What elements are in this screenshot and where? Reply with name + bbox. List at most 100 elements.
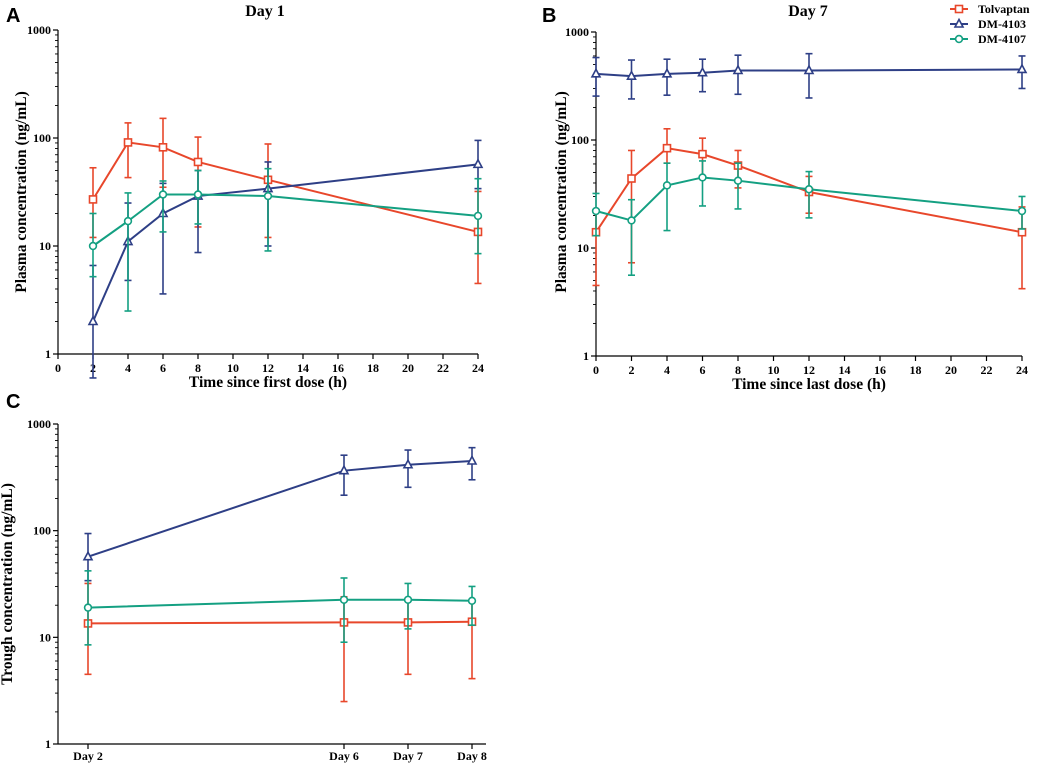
series-line: [87, 598, 473, 609]
series-dm-4107: [88, 167, 483, 312]
series-line: [92, 141, 479, 233]
x-tick-label: 0: [55, 361, 61, 375]
data-point: [263, 191, 273, 201]
x-tick-label: 16: [874, 363, 886, 377]
y-axis-label: Trough concentration (ng/mL): [0, 483, 16, 685]
panel-label-b: B: [542, 5, 556, 27]
x-tick-label: 6: [160, 361, 166, 375]
legend-label: DM-4103: [978, 17, 1026, 31]
data-point: [158, 143, 168, 152]
data-point: [403, 595, 413, 604]
x-tick-label: Day 6: [329, 749, 359, 763]
x-tick-label: 6: [700, 363, 706, 377]
x-tick-label: 4: [664, 363, 670, 377]
x-tick-label: 14: [297, 361, 309, 375]
data-point: [1017, 206, 1027, 216]
panel-label-a: A: [6, 5, 20, 27]
data-point: [339, 595, 349, 604]
data-point: [87, 315, 99, 326]
y-tick-label: 1: [45, 347, 51, 361]
x-tick-label: 24: [472, 361, 484, 375]
x-tick-label: 18: [367, 361, 379, 375]
y-tick-label: 1: [45, 737, 51, 751]
panel-title: Day 7: [788, 3, 828, 20]
y-tick-label: 100: [33, 131, 51, 145]
series-dm-4103: [590, 52, 1028, 100]
panel-c: C 1 10 100 1000 Day 2 Day 6 Day 7 Day 8 Trough co…: [0, 391, 487, 763]
series-dm-4107: [83, 570, 477, 646]
y-tick-label: 10: [39, 630, 51, 644]
y-axis-label: Plasma concentration (ng/mL): [553, 91, 570, 292]
y-tick-label: 10: [577, 241, 589, 255]
data-point: [733, 176, 743, 185]
y-tick-label: 100: [571, 133, 589, 147]
data-point: [590, 67, 602, 78]
data-point: [698, 173, 707, 182]
legend-label: Tolvaptan: [978, 2, 1030, 16]
x-tick-label: 20: [945, 363, 957, 377]
data-point: [698, 149, 707, 159]
y-tick-label: 1: [583, 349, 589, 363]
x-tick-label: 16: [332, 361, 344, 375]
data-point: [804, 185, 814, 194]
data-point: [803, 64, 815, 75]
x-tick-label: 12: [803, 363, 815, 377]
legend-label: DM-4107: [978, 32, 1026, 46]
legend-entry-tolvaptan: Tolvaptan: [950, 2, 1030, 16]
x-tick-label: Day 7: [393, 749, 423, 763]
panel-label-c: C: [6, 391, 20, 413]
data-point: [88, 241, 98, 251]
data-point: [82, 550, 94, 561]
x-tick-label: 0: [593, 363, 599, 377]
y-tick-label: 100: [33, 524, 51, 538]
data-point: [467, 596, 477, 606]
x-tick-label: 8: [735, 363, 741, 377]
x-tick-label: 10: [227, 361, 239, 375]
data-point: [193, 157, 203, 167]
data-point: [193, 190, 203, 199]
data-point: [472, 158, 484, 169]
data-point: [88, 195, 98, 204]
data-point: [732, 64, 744, 75]
y-axis-label: Plasma concentration (ng/mL): [13, 91, 30, 292]
series-dm-4103: [82, 446, 478, 582]
x-tick-label: 14: [839, 363, 851, 377]
series-dm-4107: [591, 160, 1027, 276]
x-tick-label: 22: [437, 361, 449, 375]
series-line: [92, 163, 479, 322]
x-tick-label: 22: [981, 363, 993, 377]
data-point: [473, 211, 483, 221]
legend-swatch-marker: [953, 17, 965, 28]
data-point: [1016, 63, 1028, 74]
legend-entry-dm-4107: DM-4107: [950, 32, 1026, 46]
data-point: [466, 454, 478, 465]
x-tick-label: Day 8: [457, 749, 487, 763]
data-point: [591, 206, 601, 216]
series-line: [92, 193, 479, 247]
series-tolvaptan: [88, 117, 483, 285]
y-tick-label: 1000: [27, 417, 51, 431]
x-axis-label: Time since first dose (h): [189, 374, 347, 391]
series-line: [87, 459, 473, 558]
y-tick-label: 1000: [27, 23, 51, 37]
legend-entry-dm-4103: DM-4103: [950, 17, 1026, 31]
data-point: [402, 458, 414, 469]
x-axis-label: Time since last dose (h): [732, 376, 886, 393]
x-tick-label: 4: [125, 361, 131, 375]
legend-swatch-marker: [954, 34, 964, 44]
data-point: [158, 190, 168, 199]
y-tick-label: 10: [39, 239, 51, 253]
series-dm-4103: [87, 139, 484, 379]
x-tick-label: 10: [768, 363, 780, 377]
data-point: [123, 216, 133, 226]
x-tick-label: Day 2: [73, 749, 103, 763]
series-line: [87, 620, 473, 625]
x-tick-label: 24: [1016, 363, 1028, 377]
data-point: [123, 138, 133, 147]
data-point: [83, 603, 93, 612]
panel-title: Day 1: [245, 3, 285, 20]
x-tick-label: 12: [262, 361, 274, 375]
